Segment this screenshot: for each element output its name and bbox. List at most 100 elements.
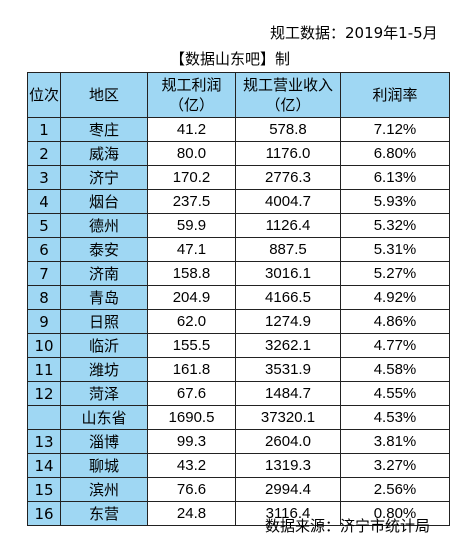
cell-region: 济宁 [60, 165, 148, 190]
table-row: 15 滨州 76.6 2994.4 2.56% [27, 477, 450, 502]
data-source-note: 数据来源：济宁市统计局 [265, 517, 431, 535]
cell-profit: 62.0 [147, 309, 236, 334]
cell-profit: 237.5 [147, 189, 236, 214]
cell-rank: 5 [27, 213, 61, 238]
data-period-note: 规工数据：2019年1-5月 [270, 24, 438, 42]
cell-region: 威海 [60, 141, 148, 166]
cell-revenue: 1319.3 [235, 453, 341, 478]
cell-rank [27, 405, 61, 430]
cell-revenue: 1126.4 [235, 213, 341, 238]
cell-rank: 12 [27, 381, 61, 406]
cell-margin: 3.81% [340, 429, 450, 454]
cell-rank: 10 [27, 333, 61, 358]
cell-revenue: 3262.1 [235, 333, 341, 358]
cell-profit: 80.0 [147, 141, 236, 166]
cell-profit: 67.6 [147, 381, 236, 406]
cell-revenue: 1176.0 [235, 141, 341, 166]
cell-rank: 8 [27, 285, 61, 310]
cell-region: 菏泽 [60, 381, 148, 406]
cell-revenue: 37320.1 [235, 405, 341, 430]
cell-region: 德州 [60, 213, 148, 238]
maker-note: 【数据山东吧】制 [170, 50, 291, 68]
cell-region: 济南 [60, 261, 148, 286]
cell-margin: 4.77% [340, 333, 450, 358]
cell-margin: 4.86% [340, 309, 450, 334]
cell-rank: 15 [27, 477, 61, 502]
cell-rank: 2 [27, 141, 61, 166]
cell-rank: 11 [27, 357, 61, 382]
table-row: 5 德州 59.9 1126.4 5.32% [27, 213, 450, 238]
cell-margin: 4.55% [340, 381, 450, 406]
cell-region: 山东省 [60, 405, 148, 430]
table-row: 4 烟台 237.5 4004.7 5.93% [27, 189, 450, 214]
cell-revenue: 4004.7 [235, 189, 341, 214]
cell-region: 聊城 [60, 453, 148, 478]
cell-revenue: 1484.7 [235, 381, 341, 406]
cell-rank: 4 [27, 189, 61, 214]
cell-region: 烟台 [60, 189, 148, 214]
cell-profit: 1690.5 [147, 405, 236, 430]
col-header-revenue: 规工营业收入（亿） [235, 72, 341, 118]
cell-profit: 47.1 [147, 237, 236, 262]
cell-margin: 5.32% [340, 213, 450, 238]
cell-revenue: 4166.5 [235, 285, 341, 310]
table-row: 12 菏泽 67.6 1484.7 4.55% [27, 381, 450, 406]
cell-revenue: 578.8 [235, 117, 341, 142]
cell-region: 淄博 [60, 429, 148, 454]
cell-rank: 14 [27, 453, 61, 478]
table-row: 6 泰安 47.1 887.5 5.31% [27, 237, 450, 262]
cell-profit: 41.2 [147, 117, 236, 142]
cell-profit: 76.6 [147, 477, 236, 502]
cell-margin: 5.93% [340, 189, 450, 214]
cell-rank: 3 [27, 165, 61, 190]
cell-rank: 7 [27, 261, 61, 286]
cell-rank: 6 [27, 237, 61, 262]
cell-region: 枣庄 [60, 117, 148, 142]
cell-profit: 158.8 [147, 261, 236, 286]
col-header-region: 地区 [60, 72, 148, 118]
table-row: 13 淄博 99.3 2604.0 3.81% [27, 429, 450, 454]
cell-margin: 2.56% [340, 477, 450, 502]
cell-revenue: 2994.4 [235, 477, 341, 502]
cell-profit: 170.2 [147, 165, 236, 190]
cell-profit: 161.8 [147, 357, 236, 382]
cell-profit: 43.2 [147, 453, 236, 478]
cell-rank: 9 [27, 309, 61, 334]
cell-region: 滨州 [60, 477, 148, 502]
cell-margin: 5.31% [340, 237, 450, 262]
cell-revenue: 3531.9 [235, 357, 341, 382]
cell-margin: 4.58% [340, 357, 450, 382]
table-row: 7 济南 158.8 3016.1 5.27% [27, 261, 450, 286]
cell-revenue: 1274.9 [235, 309, 341, 334]
col-header-profit: 规工利润（亿） [147, 72, 236, 118]
cell-region: 潍坊 [60, 357, 148, 382]
cell-rank: 1 [27, 117, 61, 142]
cell-profit: 24.8 [147, 501, 236, 526]
table-row: 10 临沂 155.5 3262.1 4.77% [27, 333, 450, 358]
cell-margin: 7.12% [340, 117, 450, 142]
table-row: 14 聊城 43.2 1319.3 3.27% [27, 453, 450, 478]
cell-region: 东营 [60, 501, 148, 526]
table-row: 2 威海 80.0 1176.0 6.80% [27, 141, 450, 166]
cell-margin: 4.53% [340, 405, 450, 430]
cell-margin: 0.80% [340, 501, 450, 526]
cell-revenue: 2776.3 [235, 165, 341, 190]
cell-region: 临沂 [60, 333, 148, 358]
cell-profit: 204.9 [147, 285, 236, 310]
table-row: 3 济宁 170.2 2776.3 6.13% [27, 165, 450, 190]
cell-rank: 16 [27, 501, 61, 526]
table-header-row: 位次 地区 规工利润（亿） 规工营业收入（亿） 利润率 [27, 72, 450, 118]
table-row: 11 潍坊 161.8 3531.9 4.58% [27, 357, 450, 382]
cell-rank: 13 [27, 429, 61, 454]
table-row: 8 青岛 204.9 4166.5 4.92% [27, 285, 450, 310]
cell-revenue: 2604.0 [235, 429, 341, 454]
cell-profit: 99.3 [147, 429, 236, 454]
profit-table: 位次 地区 规工利润（亿） 规工营业收入（亿） 利润率 1 枣庄 41.2 578.8… [27, 72, 450, 526]
table-row: 山东省 1690.5 37320.1 4.53% [27, 405, 450, 430]
cell-profit: 155.5 [147, 333, 236, 358]
table-body: 1 枣庄 41.2 578.8 7.12% 2 威海 80.0 1176.0 6.80% 3 济宁 17… [27, 117, 450, 526]
cell-profit: 59.9 [147, 213, 236, 238]
table-row: 9 日照 62.0 1274.9 4.86% [27, 309, 450, 334]
cell-margin: 5.27% [340, 261, 450, 286]
table-row: 1 枣庄 41.2 578.8 7.12% [27, 117, 450, 142]
